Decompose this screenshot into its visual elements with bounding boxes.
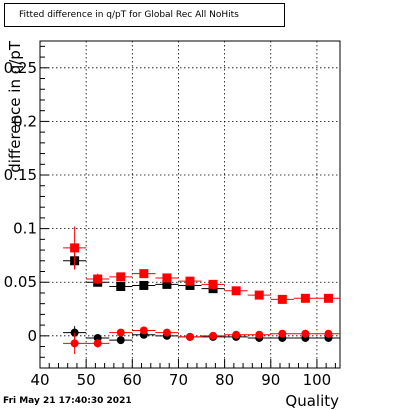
- data-point-circle: [324, 329, 333, 338]
- data-point-square: [139, 269, 149, 279]
- data-point-square: [70, 243, 80, 253]
- data-point-square: [162, 273, 172, 283]
- axis-ticks: [39, 45, 336, 369]
- y-tick-label: 0.05: [4, 273, 37, 291]
- x-tick-label: 60: [123, 371, 142, 389]
- x-tick-label: 80: [215, 371, 234, 389]
- data-point-square: [139, 280, 149, 290]
- x-tick-label: 70: [169, 371, 188, 389]
- chart-title: Fitted difference in q/pT for Global Rec…: [4, 3, 285, 27]
- data-point-circle: [232, 330, 241, 339]
- x-tick-label: 100: [303, 371, 332, 389]
- data-point-circle: [70, 339, 79, 348]
- series-1: [63, 226, 340, 304]
- y-tick-label: 0: [27, 327, 37, 345]
- data-point-circle: [278, 329, 287, 338]
- y-axis-title: difference in q/pT: [6, 40, 24, 173]
- x-axis-title: Quality: [285, 392, 339, 410]
- y-axis-tick-labels: 0 0.05 0.1 0.15 0.2 0.25: [4, 59, 37, 345]
- y-tick-label: 0.1: [13, 220, 37, 238]
- series-3: [63, 326, 340, 355]
- data-point-square: [300, 293, 310, 303]
- data-point-circle: [255, 330, 264, 339]
- data-point-circle: [301, 329, 310, 338]
- grid-lines: [39, 41, 340, 368]
- data-point-circle: [116, 328, 125, 337]
- data-point-circle: [209, 331, 218, 340]
- y-tick-label: 0.15: [4, 166, 37, 184]
- data-point-square: [277, 294, 287, 304]
- x-axis-tick-labels: 40 50 60 70 80 90 100: [30, 371, 331, 389]
- data-point-circle: [186, 332, 194, 341]
- x-tick-label: 90: [261, 371, 280, 389]
- data-point-circle: [139, 326, 148, 335]
- x-tick-label: 50: [77, 371, 96, 389]
- data-point-square: [208, 279, 218, 289]
- data-point-square: [116, 282, 126, 292]
- data-point-circle: [93, 339, 102, 348]
- data-series: [63, 226, 340, 355]
- data-point-square: [116, 272, 126, 282]
- y-tick-label: 0.25: [4, 59, 37, 77]
- data-point-square: [323, 293, 333, 303]
- plot-frame: [39, 40, 341, 369]
- data-point-square: [231, 286, 241, 296]
- data-point-square: [162, 279, 172, 289]
- data-point-square: [254, 290, 264, 300]
- data-point-square: [93, 274, 103, 284]
- data-point-circle: [162, 328, 171, 337]
- series-2: [63, 326, 340, 345]
- datestamp: Fri May 21 17:40:30 2021: [3, 396, 132, 406]
- data-point-circle: [116, 336, 125, 345]
- x-tick-label: 40: [30, 371, 49, 389]
- y-tick-label: 0.2: [13, 112, 37, 130]
- data-point-square: [185, 276, 195, 286]
